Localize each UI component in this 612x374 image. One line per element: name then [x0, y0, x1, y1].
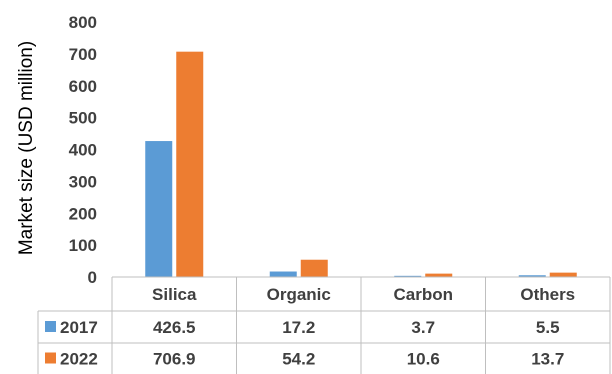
- table-value: 426.5: [153, 318, 196, 337]
- legend-label: 2017: [60, 318, 98, 337]
- data-table: Silica Organic Carbon Others 2017 426.5 17.2 3.…: [37, 276, 611, 374]
- table-value: 17.2: [282, 318, 315, 337]
- table-value: 706.9: [153, 350, 196, 369]
- bar-2017-others: [518, 275, 546, 277]
- y-tick-label: 700: [69, 45, 97, 64]
- table-value: 5.5: [536, 318, 560, 337]
- table-value: 3.7: [411, 318, 435, 337]
- table-value: 13.7: [531, 350, 564, 369]
- y-tick-label: 600: [69, 77, 97, 96]
- bar-2017-organic: [269, 271, 297, 277]
- y-tick-label: 500: [69, 109, 97, 128]
- legend-swatch-2017: [45, 321, 56, 332]
- category-label: Others: [520, 285, 575, 304]
- bar-2022-silica: [176, 51, 204, 277]
- y-tick-label: 200: [69, 204, 97, 223]
- legend-label: 2022: [60, 350, 98, 369]
- y-tick-label: 0: [88, 268, 97, 287]
- bars: [145, 51, 577, 277]
- y-tick-label: 400: [69, 141, 97, 160]
- category-label: Silica: [152, 285, 197, 304]
- bar-2017-carbon: [394, 275, 422, 277]
- bar-2017-silica: [145, 141, 173, 277]
- bar-2022-carbon: [425, 273, 453, 277]
- bar-2022-organic: [300, 259, 328, 277]
- bar-2022-others: [549, 272, 577, 277]
- legend-swatch-2022: [45, 352, 56, 364]
- y-tick-label: 100: [69, 236, 97, 255]
- y-axis-ticks: 0 100 200 300 400 500 600 700 800: [69, 13, 97, 287]
- table-value: 10.6: [407, 350, 440, 369]
- y-tick-label: 800: [69, 13, 97, 32]
- y-tick-label: 300: [69, 172, 97, 191]
- table-value: 54.2: [282, 350, 315, 369]
- category-label: Carbon: [394, 285, 454, 304]
- y-axis-label: Market size (USD million): [16, 41, 37, 255]
- category-label: Organic: [267, 285, 331, 304]
